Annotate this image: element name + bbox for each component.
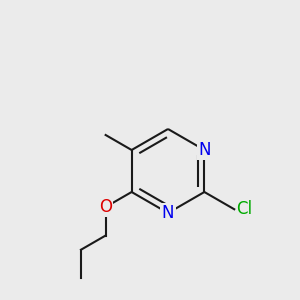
Text: N: N xyxy=(162,204,174,222)
Text: Cl: Cl xyxy=(236,200,252,218)
Text: O: O xyxy=(99,198,112,216)
Text: N: N xyxy=(198,141,211,159)
